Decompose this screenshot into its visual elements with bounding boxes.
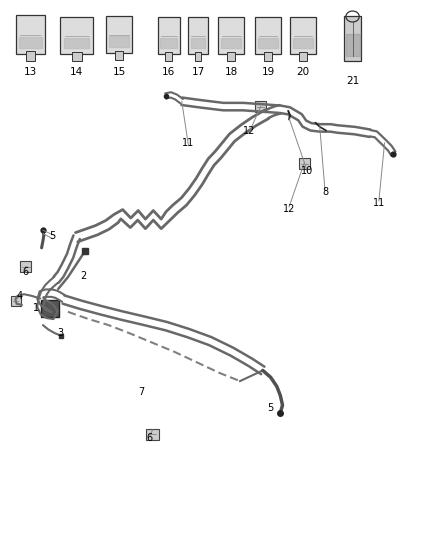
Text: 19: 19 (261, 67, 275, 77)
Text: 7: 7 (138, 387, 144, 397)
FancyBboxPatch shape (218, 17, 244, 54)
Text: 6: 6 (22, 267, 28, 277)
Text: 12: 12 (283, 204, 295, 214)
Text: 4: 4 (17, 291, 23, 301)
FancyBboxPatch shape (158, 17, 180, 54)
Text: 12: 12 (243, 126, 255, 135)
FancyBboxPatch shape (299, 52, 307, 61)
Text: 16: 16 (162, 67, 175, 77)
FancyBboxPatch shape (72, 52, 81, 61)
Text: 14: 14 (70, 67, 83, 77)
FancyBboxPatch shape (146, 429, 159, 440)
Text: 18: 18 (225, 67, 238, 77)
Text: 1: 1 (33, 303, 39, 313)
FancyBboxPatch shape (299, 158, 310, 169)
FancyBboxPatch shape (16, 15, 46, 54)
Text: 11: 11 (373, 198, 385, 207)
FancyBboxPatch shape (60, 17, 93, 54)
Text: 10: 10 (301, 166, 314, 175)
FancyBboxPatch shape (255, 17, 281, 54)
FancyBboxPatch shape (227, 52, 235, 61)
Text: 5: 5 (49, 231, 56, 240)
FancyBboxPatch shape (115, 51, 123, 60)
FancyBboxPatch shape (41, 300, 59, 317)
Text: 11: 11 (182, 138, 194, 148)
FancyBboxPatch shape (195, 52, 201, 61)
FancyBboxPatch shape (106, 16, 132, 53)
Text: 3: 3 (57, 328, 64, 338)
FancyBboxPatch shape (188, 17, 208, 54)
Text: 8: 8 (322, 187, 328, 197)
FancyBboxPatch shape (20, 261, 31, 272)
Text: 17: 17 (191, 67, 205, 77)
Text: 20: 20 (297, 67, 310, 77)
FancyBboxPatch shape (264, 52, 272, 61)
FancyBboxPatch shape (255, 101, 266, 112)
Text: 2: 2 (80, 271, 86, 280)
Text: 5: 5 (268, 403, 274, 413)
Text: 6: 6 (147, 433, 153, 443)
FancyBboxPatch shape (344, 16, 361, 61)
Text: 13: 13 (24, 67, 37, 77)
FancyBboxPatch shape (26, 51, 35, 61)
FancyBboxPatch shape (11, 296, 21, 306)
Text: 21: 21 (346, 76, 359, 86)
FancyBboxPatch shape (290, 17, 316, 54)
Text: 15: 15 (113, 67, 126, 77)
FancyBboxPatch shape (165, 52, 172, 61)
